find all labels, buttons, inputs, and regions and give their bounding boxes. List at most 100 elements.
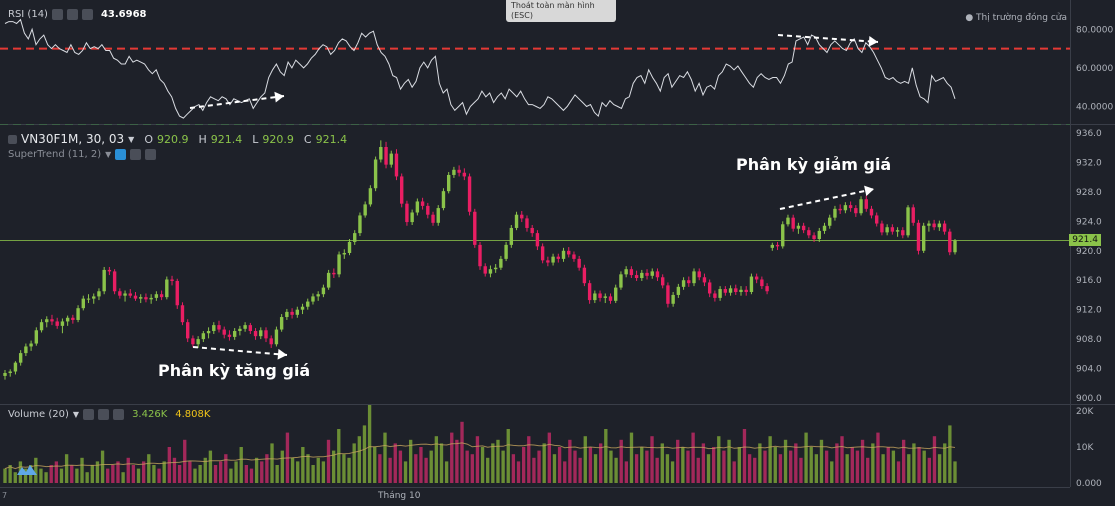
settings-icon[interactable] xyxy=(66,9,78,20)
candle-body xyxy=(373,159,378,189)
supertrend-label: SuperTrend (11, 2) xyxy=(8,149,102,160)
volume-bar xyxy=(260,461,264,483)
candle-body xyxy=(807,230,811,236)
candle-body xyxy=(206,331,211,334)
time-axis[interactable]: 7 Tháng 10 xyxy=(0,487,1115,502)
candle-body xyxy=(24,346,28,354)
volume-bar xyxy=(547,432,551,483)
candle-body xyxy=(86,298,91,300)
eye-icon[interactable] xyxy=(83,409,95,420)
candle-body xyxy=(185,322,190,339)
volume-bar xyxy=(85,472,89,483)
candle-body xyxy=(754,276,759,280)
volume-bar xyxy=(172,457,177,483)
volume-bar xyxy=(398,450,403,483)
price-tick-label: 916.0 xyxy=(1076,276,1102,286)
candle-body xyxy=(60,321,65,326)
candle-body xyxy=(159,294,164,298)
candle-body xyxy=(828,217,832,226)
candle-body xyxy=(838,208,842,211)
candle-body xyxy=(848,205,853,209)
candle-body xyxy=(702,277,707,283)
volume-bar xyxy=(44,472,48,483)
price-pane[interactable]: 936.0 932.0 928.0 924.0 920.0 916.0 912.0 908.0… xyxy=(0,125,1115,405)
candle-body xyxy=(196,339,200,345)
candle-body xyxy=(895,230,900,232)
candle-body xyxy=(603,296,607,298)
candle-body xyxy=(781,224,785,247)
volume-bar xyxy=(819,439,824,483)
volume-bar xyxy=(521,447,526,483)
settings-icon[interactable] xyxy=(130,149,142,160)
candle-body xyxy=(859,199,863,214)
candle-body xyxy=(300,306,305,310)
volume-bar xyxy=(342,454,346,483)
volume-bar xyxy=(470,454,474,483)
candle-body xyxy=(577,258,581,268)
volume-bar xyxy=(686,450,690,483)
volume-bar xyxy=(34,457,38,483)
dropdown-icon[interactable]: ▼ xyxy=(128,134,135,144)
candle-body xyxy=(645,272,649,276)
volume-bar xyxy=(234,461,238,483)
candle-body xyxy=(901,230,905,236)
volume-bar xyxy=(75,468,79,483)
candle-body xyxy=(791,217,795,229)
volume-bar xyxy=(907,454,911,483)
volume-tick-label: 20K xyxy=(1076,407,1094,417)
volume-bar xyxy=(162,461,166,483)
candle-body xyxy=(170,279,174,281)
volume-bar xyxy=(922,450,926,483)
volume-bar xyxy=(414,454,418,483)
dropdown-icon[interactable]: ▼ xyxy=(72,410,80,419)
collapse-icon[interactable] xyxy=(8,134,17,144)
candle-body xyxy=(107,269,112,272)
tradingview-logo-icon[interactable] xyxy=(16,463,38,477)
candle-body xyxy=(598,293,602,298)
current-price-tag: 921.4 xyxy=(1069,234,1101,247)
candle-body xyxy=(97,291,101,297)
candle-body xyxy=(39,322,44,331)
eye-icon[interactable] xyxy=(115,149,127,160)
candle-body xyxy=(123,293,127,296)
volume-bar xyxy=(460,421,464,483)
candle-body xyxy=(311,296,315,302)
volume-bar xyxy=(634,454,639,483)
close-label: C xyxy=(303,132,312,146)
settings-icon[interactable] xyxy=(98,409,110,420)
close-icon[interactable] xyxy=(145,149,157,160)
candle-body xyxy=(92,296,96,299)
volume-pane[interactable]: 20K 10K 0.000 Volume (20) ▼ 3.426K 4.808K xyxy=(0,400,1115,489)
volume-bar xyxy=(54,461,59,483)
volume-bar xyxy=(896,461,901,483)
candle-body xyxy=(765,286,769,292)
low-value: 920.9 xyxy=(262,132,294,146)
candle-body xyxy=(493,267,498,270)
candle-body xyxy=(942,223,947,232)
candle-body xyxy=(279,317,284,330)
price-tick-label: 924.0 xyxy=(1076,217,1102,227)
symbol-label[interactable]: VN30F1M, 30, 03 xyxy=(21,132,125,146)
dropdown-icon[interactable]: ▼ xyxy=(105,150,112,159)
candle-body xyxy=(650,271,654,276)
close-icon[interactable] xyxy=(113,409,125,420)
rsi-series-line xyxy=(4,18,956,119)
volume-bar xyxy=(804,432,808,483)
close-icon[interactable] xyxy=(81,9,93,20)
close-value: 921.4 xyxy=(315,132,348,146)
candle-body xyxy=(854,208,858,214)
volume-bar xyxy=(64,454,69,483)
volume-bar xyxy=(326,439,331,483)
volume-bar xyxy=(3,468,7,483)
eye-icon[interactable] xyxy=(51,9,63,20)
candle-body xyxy=(660,277,665,286)
candle-body xyxy=(180,305,185,323)
volume-bar xyxy=(39,468,43,483)
volume-label: Volume (20) xyxy=(8,409,69,420)
volume-bar xyxy=(789,450,793,483)
candle-body xyxy=(45,319,49,323)
rsi-bull-divergence-arrow-head xyxy=(274,91,284,103)
rsi-pane[interactable]: 80.0000 60.0000 40.0000 RSI (14) 43.6968 T… xyxy=(0,0,1115,127)
volume-chart: 20K 10K 0.000 xyxy=(3,400,1102,489)
candle-body xyxy=(410,212,414,223)
